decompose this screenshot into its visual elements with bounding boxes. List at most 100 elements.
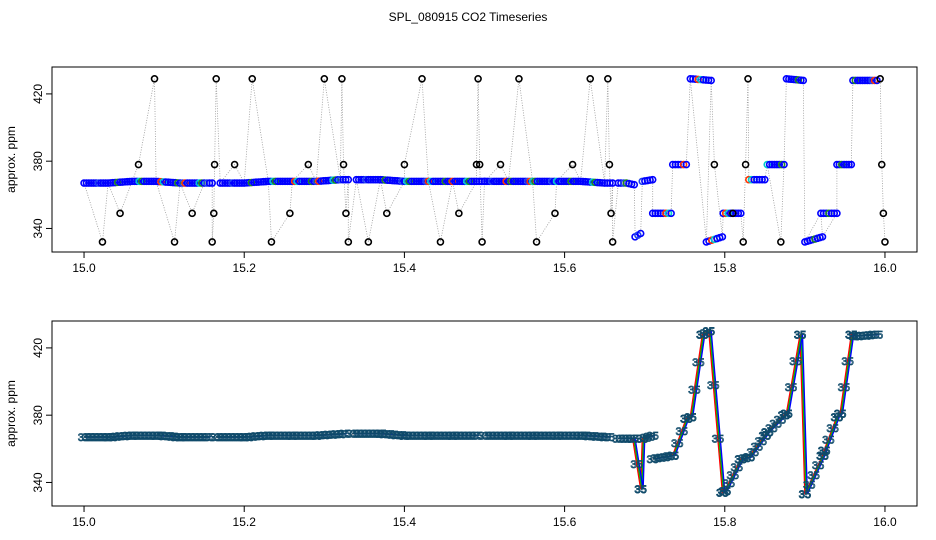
- point-label: 35: [780, 409, 792, 421]
- trace-point: [128, 177, 136, 186]
- point-label: 35: [254, 431, 266, 443]
- trace-point: [516, 177, 525, 186]
- trace-point: [682, 160, 691, 169]
- point-label: 35: [298, 430, 310, 442]
- point-label: 35: [198, 432, 210, 444]
- point-label: 35: [522, 430, 534, 442]
- point-label: 35: [510, 430, 522, 442]
- point-label: 35: [794, 329, 806, 341]
- trace-point: [419, 177, 428, 186]
- trace-point: [851, 76, 860, 85]
- point-label: 35: [374, 429, 386, 441]
- point-label: 35: [530, 430, 542, 442]
- outlier-point: [474, 74, 482, 83]
- x-tick-label: 15.6: [553, 515, 577, 529]
- trace-point: [487, 177, 496, 186]
- point-label: 35: [635, 484, 647, 496]
- trace-point: [431, 177, 440, 186]
- outlier-point: [605, 160, 614, 169]
- point-label: 35: [506, 430, 518, 442]
- point-label: 35: [346, 429, 358, 441]
- trace-point: [718, 233, 727, 241]
- trace-point: [868, 76, 876, 85]
- connector-line: [83, 78, 886, 244]
- trace-point: [731, 209, 740, 218]
- point-label: 35: [716, 488, 728, 500]
- trace-line: [86, 434, 211, 438]
- trace-point: [853, 76, 862, 85]
- point-label: 35: [616, 434, 628, 446]
- point-label: 35: [334, 429, 346, 441]
- point-label: 35: [627, 434, 639, 446]
- point-label: 35: [242, 432, 254, 444]
- trace-point: [269, 177, 277, 186]
- point-label: 35: [780, 409, 792, 421]
- point-label: 35: [310, 430, 322, 442]
- point-label: 35: [238, 432, 250, 444]
- point-label: 35: [778, 410, 790, 422]
- point-label: 35: [663, 451, 675, 463]
- point-label: 35: [619, 434, 631, 446]
- trace-point: [407, 177, 416, 186]
- point-label: 35: [845, 329, 857, 341]
- point-label: 35: [578, 431, 590, 443]
- trace-point: [422, 177, 430, 186]
- point-label: 35: [761, 427, 773, 439]
- point-label: 35: [692, 357, 704, 369]
- point-label: 35: [94, 432, 106, 444]
- outlier-point: [210, 160, 219, 169]
- trace-point: [538, 177, 546, 186]
- trace-point: [310, 177, 318, 186]
- point-label: 35: [785, 382, 797, 394]
- point-label: 35: [150, 430, 162, 442]
- point-label: 35: [755, 436, 767, 448]
- trace-line: [354, 433, 479, 437]
- point-label: 35: [799, 489, 811, 501]
- x-tick-label: 15.4: [393, 515, 417, 529]
- point-label: 35: [390, 430, 402, 442]
- trace-point: [460, 177, 469, 186]
- point-label: 35: [250, 431, 262, 443]
- trace-point: [286, 177, 294, 186]
- plot-frame: [51, 66, 918, 253]
- point-label: 35: [478, 430, 490, 442]
- trace-point: [264, 177, 273, 186]
- point-label: 35: [222, 432, 234, 444]
- trace-point: [195, 179, 204, 187]
- trace-point: [288, 177, 297, 186]
- trace-point: [417, 177, 426, 186]
- trace-point: [94, 179, 103, 187]
- point-label: 35: [574, 430, 586, 442]
- trace-point: [149, 177, 158, 186]
- point-label: 35: [234, 432, 246, 444]
- outlier-point: [286, 209, 294, 218]
- point-label: 35: [502, 430, 514, 442]
- point-label: 35: [671, 438, 683, 450]
- point-label: 35: [778, 410, 790, 422]
- outlier-point: [876, 74, 884, 83]
- outlier-point: [777, 238, 785, 246]
- trace-point: [193, 179, 201, 187]
- trace-point: [458, 177, 466, 186]
- point-label: 35: [631, 459, 643, 471]
- trace-point: [341, 175, 350, 184]
- trace-point: [290, 177, 299, 186]
- point-label: 35: [863, 330, 875, 342]
- outlier-point: [475, 160, 484, 169]
- trace-point: [436, 177, 445, 186]
- point-label: 35: [462, 430, 474, 442]
- trace-point: [557, 177, 566, 186]
- point-label: 35: [102, 432, 114, 444]
- point-label: 35: [270, 430, 282, 442]
- trace-point: [495, 177, 503, 186]
- outlier-point: [515, 74, 523, 83]
- point-label: 35: [640, 433, 652, 445]
- trace-point: [89, 179, 98, 187]
- trace-point: [205, 179, 214, 187]
- point-label: 35: [765, 423, 777, 435]
- y-tick-label: 380: [31, 405, 45, 425]
- outlier-point: [604, 74, 612, 83]
- trace-point: [736, 209, 745, 218]
- point-label: 35: [684, 412, 696, 424]
- trace-point: [567, 177, 575, 186]
